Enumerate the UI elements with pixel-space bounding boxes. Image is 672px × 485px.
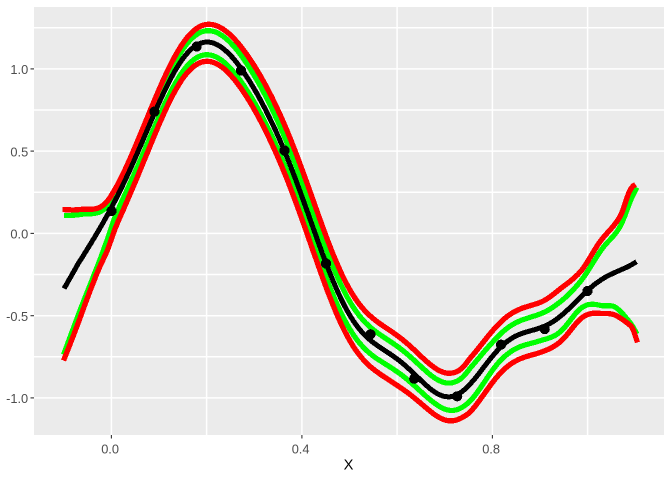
svg-text:1.0: 1.0 <box>10 62 28 77</box>
svg-text:X: X <box>344 458 354 474</box>
svg-text:0.5: 0.5 <box>10 144 28 159</box>
svg-text:0.8: 0.8 <box>482 441 500 456</box>
svg-text:-1.0: -1.0 <box>6 391 28 406</box>
svg-text:0.4: 0.4 <box>292 441 310 456</box>
svg-text:0.0: 0.0 <box>10 227 28 242</box>
svg-text:0.0: 0.0 <box>101 441 119 456</box>
svg-text:-0.5: -0.5 <box>6 309 28 324</box>
